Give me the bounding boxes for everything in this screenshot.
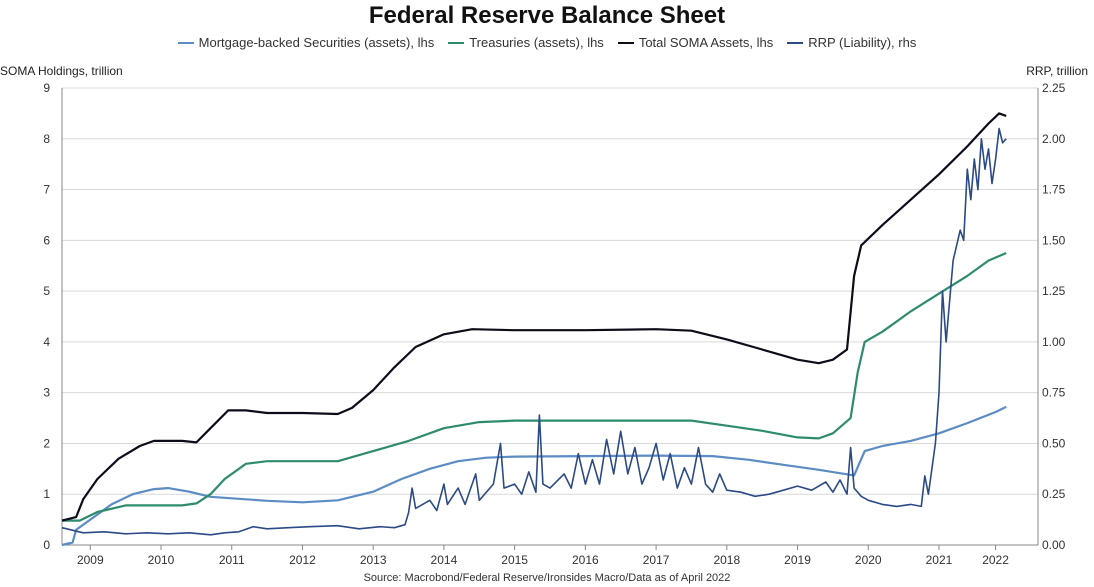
legend-label-rrp: RRP (Liability), rhs xyxy=(808,35,917,50)
x-tick-label: 2016 xyxy=(572,553,599,567)
x-tick-label: 2013 xyxy=(360,553,387,567)
y-right-tick-label: 0.00 xyxy=(1042,538,1066,552)
legend-label-mbs: Mortgage-backed Securities (assets), lhs xyxy=(198,35,435,50)
y-left-tick-label: 1 xyxy=(43,487,50,501)
y-left-tick-label: 0 xyxy=(43,538,50,552)
x-tick-label: 2022 xyxy=(982,553,1009,567)
y-left-tick-label: 4 xyxy=(43,335,50,349)
y-left-tick-label: 8 xyxy=(43,132,50,146)
y-left-tick-label: 7 xyxy=(43,183,50,197)
x-tick-label: 2015 xyxy=(501,553,528,567)
x-tick-label: 2011 xyxy=(219,553,245,567)
y-right-tick-label: 0.25 xyxy=(1042,487,1066,501)
y-right-tick-label: 1.50 xyxy=(1042,233,1066,247)
y-right-tick-label: 1.75 xyxy=(1042,183,1066,197)
legend-item-mbs: Mortgage-backed Securities (assets), lhs xyxy=(177,35,435,50)
series-line-3 xyxy=(61,127,1007,536)
x-tick-label: 2010 xyxy=(148,553,175,567)
x-tick-label: 2017 xyxy=(643,553,670,567)
legend-swatch-rrp xyxy=(787,41,804,44)
legend-item-rrp: RRP (Liability), rhs xyxy=(787,35,916,50)
legend-swatch-treasuries xyxy=(448,41,465,44)
y-left-tick-label: 9 xyxy=(43,81,50,95)
series-line-0 xyxy=(61,405,1007,547)
x-tick-label: 2019 xyxy=(784,553,811,567)
y-right-tick-label: 0.50 xyxy=(1042,436,1066,450)
x-tick-label: 2021 xyxy=(926,553,953,567)
chart-source: Source: Macrobond/Federal Reserve/Ironsi… xyxy=(363,572,731,584)
legend-item-treasuries: Treasuries (assets), lhs xyxy=(448,35,604,50)
x-tick-label: 2020 xyxy=(855,553,882,567)
series-line-2 xyxy=(61,112,1007,522)
legend-swatch-mbs xyxy=(177,41,194,44)
legend-label-treasuries: Treasuries (assets), lhs xyxy=(469,35,604,50)
x-tick-label: 2009 xyxy=(77,553,104,567)
legend-label-total-soma: Total SOMA Assets, lhs xyxy=(638,35,774,50)
x-tick-label: 2014 xyxy=(431,553,458,567)
y-right-tick-label: 2.25 xyxy=(1042,81,1066,95)
y-right-tick-label: 1.00 xyxy=(1042,335,1066,349)
y-left-tick-label: 2 xyxy=(43,436,50,450)
left-axis-title: SOMA Holdings, trillion xyxy=(0,64,123,78)
legend-item-total-soma: Total SOMA Assets, lhs xyxy=(617,35,774,50)
series-line-1 xyxy=(62,251,1007,522)
chart-legend: Mortgage-backed Securities (assets), lhs… xyxy=(0,35,1094,50)
y-left-tick-label: 5 xyxy=(43,284,50,298)
legend-swatch-total-soma xyxy=(617,41,634,44)
y-right-tick-label: 2.00 xyxy=(1042,132,1066,146)
y-left-tick-label: 6 xyxy=(43,233,50,247)
y-right-tick-label: 0.75 xyxy=(1042,386,1066,400)
right-axis-title: RRP, trillion xyxy=(1026,64,1088,78)
y-left-tick-label: 3 xyxy=(43,386,50,400)
x-tick-label: 2018 xyxy=(713,553,740,567)
chart-title: Federal Reserve Balance Sheet xyxy=(368,2,726,29)
x-tick-label: 2012 xyxy=(289,553,316,567)
y-right-tick-label: 1.25 xyxy=(1042,284,1066,298)
